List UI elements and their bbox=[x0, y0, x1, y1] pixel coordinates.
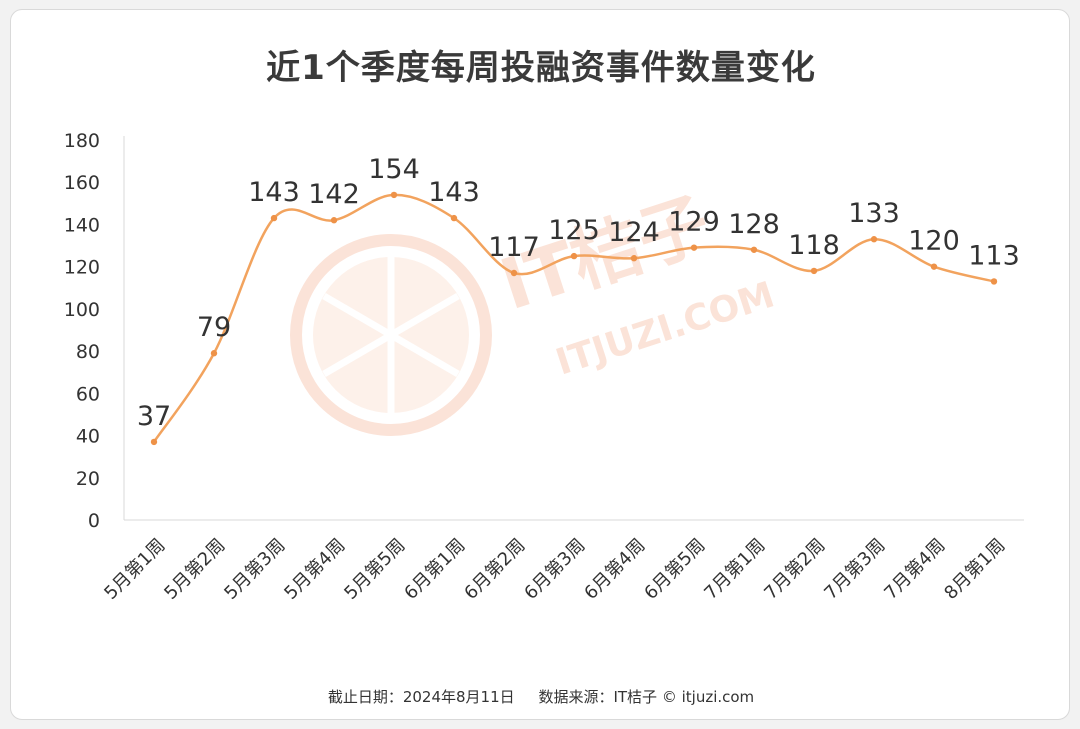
data-label: 143 bbox=[428, 177, 480, 208]
x-tick-label: 5月第2周 bbox=[160, 535, 229, 604]
x-tick-label: 7月第1周 bbox=[700, 535, 769, 604]
data-point bbox=[870, 236, 878, 243]
source-footer: 截止日期：2024年8月11日 数据来源：IT桔子 © itjuzi.com bbox=[327, 688, 755, 706]
y-tick-label: 20 bbox=[76, 468, 100, 490]
y-tick-label: 120 bbox=[64, 257, 100, 279]
series-line bbox=[152, 193, 995, 443]
y-tick-label: 160 bbox=[64, 172, 100, 194]
data-point bbox=[270, 214, 278, 222]
y-tick-label: 80 bbox=[76, 341, 100, 363]
x-tick-label: 7月第3周 bbox=[820, 535, 889, 604]
x-tick-label: 5月第3周 bbox=[220, 535, 289, 604]
data-point bbox=[390, 191, 398, 199]
data-label: 129 bbox=[668, 207, 720, 238]
data-point bbox=[930, 263, 938, 270]
data-label: 128 bbox=[728, 209, 780, 240]
line-chart: IT桔子 ITJUZI.COM 020406080100120140160180… bbox=[64, 130, 1024, 604]
data-point bbox=[690, 244, 698, 251]
x-tick-label: 6月第4周 bbox=[580, 535, 649, 604]
data-label: 118 bbox=[788, 230, 840, 261]
data-label: 113 bbox=[968, 240, 1020, 271]
x-tick-label: 5月第1周 bbox=[100, 535, 169, 604]
data-label: 120 bbox=[908, 226, 960, 257]
y-tick-label: 140 bbox=[64, 214, 100, 236]
x-tick-label: 6月第5周 bbox=[640, 535, 709, 604]
data-point bbox=[510, 269, 518, 277]
x-tick-label: 6月第2周 bbox=[460, 535, 529, 604]
data-label: 143 bbox=[248, 177, 300, 208]
x-tick-label: 6月第3周 bbox=[520, 535, 589, 604]
y-tick-label: 60 bbox=[76, 383, 100, 405]
x-tick-label: 7月第4周 bbox=[880, 535, 949, 604]
y-tick-label: 0 bbox=[88, 510, 100, 532]
data-label: 117 bbox=[488, 232, 540, 263]
chart-card: 近1个季度每周投融资事件数量变化 IT桔子 ITJUZI.COM 0 20 40 60… bbox=[10, 9, 1070, 720]
data-label: 125 bbox=[548, 215, 600, 246]
data-label: 154 bbox=[368, 154, 420, 185]
data-label: 124 bbox=[608, 217, 660, 248]
data-point bbox=[210, 350, 218, 357]
y-tick-label: 180 bbox=[64, 130, 100, 152]
data-label: 37 bbox=[137, 401, 171, 432]
data-point bbox=[150, 438, 158, 446]
data-label: 142 bbox=[308, 179, 360, 210]
data-point bbox=[810, 267, 818, 275]
y-tick-label: 40 bbox=[76, 426, 100, 448]
data-point bbox=[570, 252, 578, 260]
x-tick-label: 8月第1周 bbox=[940, 535, 1009, 604]
data-point bbox=[330, 217, 338, 224]
chart-title: 近1个季度每周投融资事件数量变化 bbox=[266, 48, 816, 88]
x-tick-label: 7月第2周 bbox=[760, 535, 829, 604]
x-tick-label: 5月第4周 bbox=[280, 535, 349, 604]
data-point bbox=[630, 255, 638, 262]
data-point bbox=[750, 246, 758, 253]
data-point bbox=[450, 214, 458, 222]
y-tick-label: 100 bbox=[64, 299, 100, 321]
x-tick-label: 6月第1周 bbox=[400, 535, 469, 604]
data-label: 133 bbox=[848, 198, 900, 229]
data-label: 79 bbox=[197, 312, 231, 343]
x-tick-label: 5月第5周 bbox=[340, 535, 409, 604]
data-point bbox=[990, 278, 998, 285]
